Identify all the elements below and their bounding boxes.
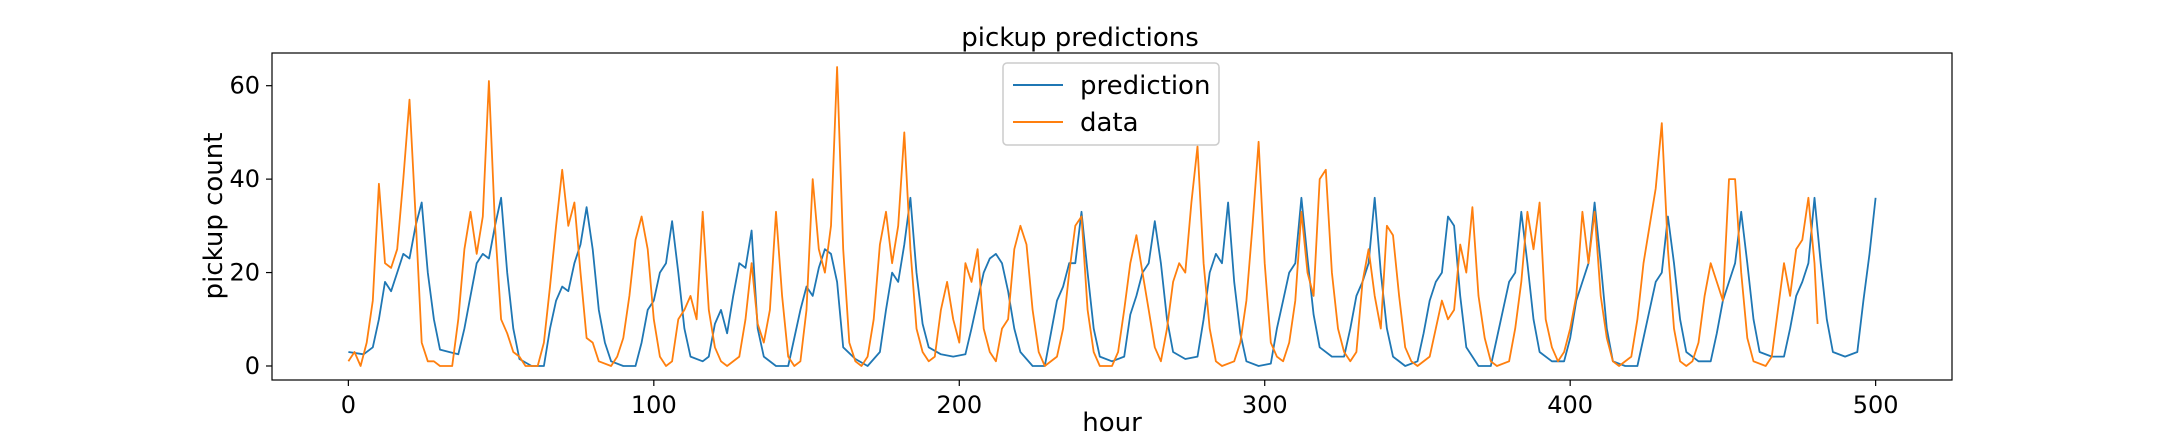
- x-tick-label: 200: [936, 391, 982, 419]
- legend-label-data: data: [1080, 108, 1139, 138]
- x-axis-label: hour: [1082, 408, 1142, 432]
- y-axis-label: pickup count: [199, 133, 229, 300]
- y-axis: 0 20 40 60: [229, 72, 272, 380]
- x-axis: 0 100 200 300 400 500: [341, 380, 1899, 419]
- chart-title: pickup predictions: [961, 23, 1199, 53]
- y-tick-label: 60: [229, 72, 260, 100]
- x-tick-label: 300: [1242, 391, 1288, 419]
- y-tick-label: 0: [245, 352, 260, 380]
- series-line-data: [347, 66, 1819, 367]
- legend-label-prediction: prediction: [1080, 71, 1210, 101]
- x-tick-label: 0: [341, 391, 356, 419]
- y-tick-label: 40: [229, 165, 260, 193]
- legend: prediction data: [1002, 62, 1220, 146]
- legend-box: [1002, 62, 1220, 146]
- y-tick-label: 20: [229, 259, 260, 287]
- x-tick-label: 100: [631, 391, 677, 419]
- x-tick-label: 500: [1853, 391, 1899, 419]
- series-layer: [347, 66, 1877, 367]
- x-tick-label: 400: [1547, 391, 1593, 419]
